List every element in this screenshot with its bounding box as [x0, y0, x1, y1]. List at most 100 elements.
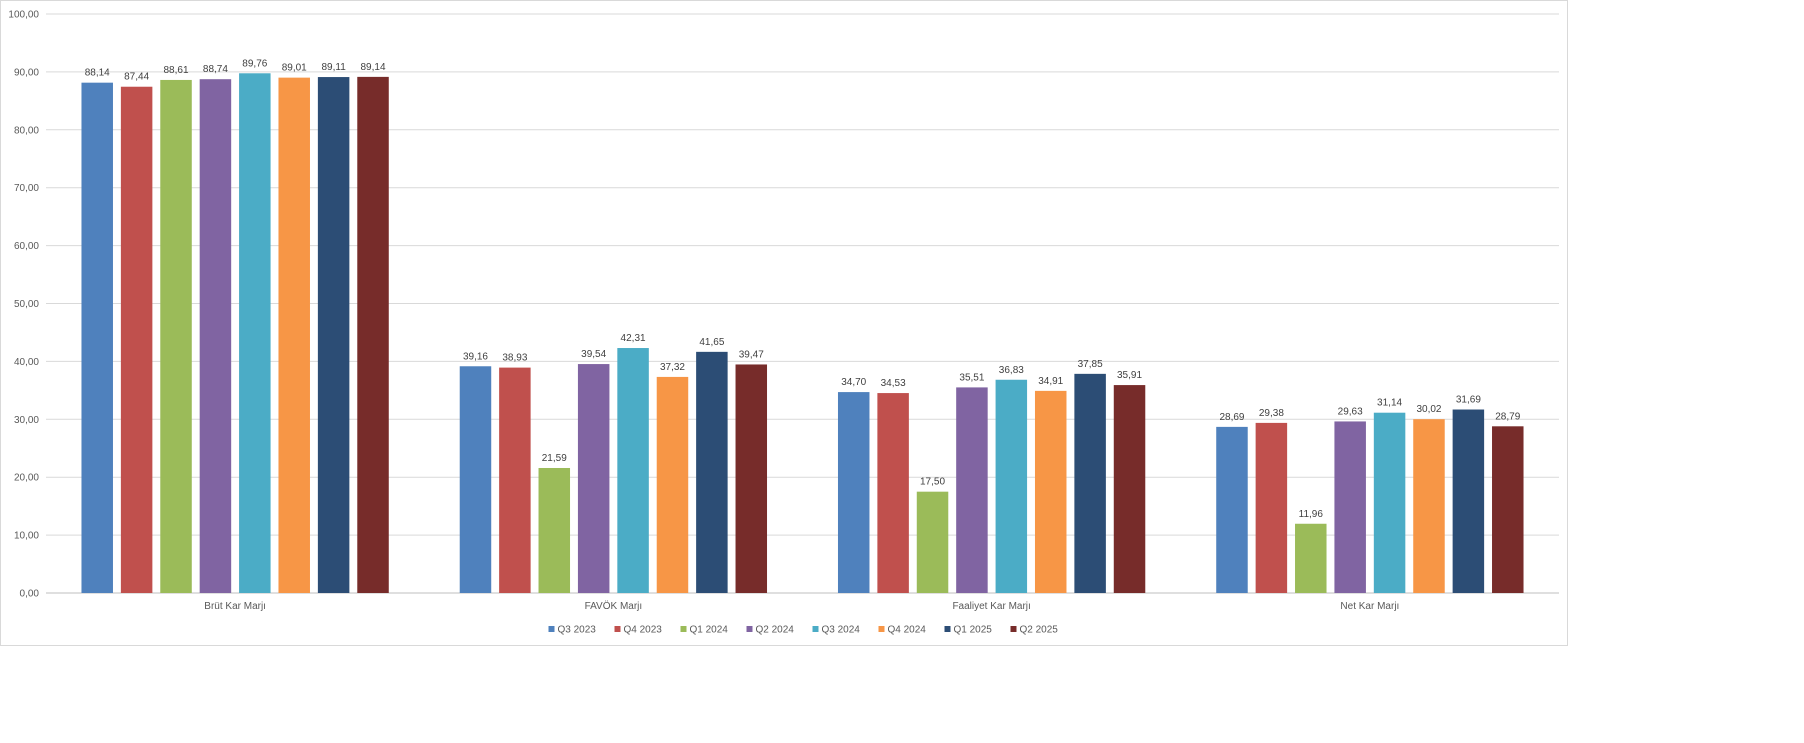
data-label: 21,59	[542, 453, 567, 464]
bar	[995, 379, 1028, 593]
bar	[1113, 385, 1146, 593]
data-label: 29,38	[1259, 408, 1284, 419]
y-tick-label: 50,00	[14, 299, 39, 310]
bar	[538, 467, 571, 593]
data-label: 29,63	[1338, 406, 1363, 417]
legend-swatch	[812, 626, 819, 632]
legend-label: Q1 2024	[690, 625, 729, 636]
y-tick-label: 20,00	[14, 473, 39, 484]
bar	[357, 76, 389, 594]
data-label: 42,31	[621, 333, 646, 344]
data-label: 31,69	[1456, 395, 1481, 406]
data-label: 88,14	[85, 68, 110, 79]
bar	[735, 364, 768, 593]
data-label: 88,74	[203, 64, 228, 75]
data-label: 39,16	[463, 351, 488, 362]
y-tick-label: 90,00	[14, 67, 39, 78]
x-axis: Brüt Kar Marjı FAVÖK Marjı Faaliyet Kar Ma…	[204, 600, 1399, 612]
data-label: 89,11	[321, 62, 346, 73]
legend-swatch	[878, 626, 885, 632]
data-label: 89,01	[282, 63, 307, 74]
bar	[499, 367, 531, 593]
y-tick-label: 60,00	[14, 241, 39, 252]
bar	[696, 351, 728, 593]
bar	[160, 79, 192, 593]
bar	[1255, 422, 1288, 593]
data-label: 37,32	[660, 362, 685, 373]
y-tick-label: 40,00	[14, 357, 39, 368]
bar	[120, 86, 153, 593]
data-labels: 88,14 87,44 88,61 88,74 89,76 89,01 89,11 89,14…	[85, 58, 1521, 519]
bar	[916, 491, 949, 593]
data-label: 28,69	[1219, 412, 1244, 423]
bar-chart: 0,00 10,00 20,00 30,00 40,00 50,00 60,00 70,00 8…	[8, 10, 1559, 636]
category-label: Faaliyet Kar Marjı	[952, 601, 1030, 612]
data-label: 30,02	[1416, 404, 1441, 415]
bar	[317, 77, 350, 593]
bars	[81, 73, 1524, 594]
bar	[1413, 419, 1445, 593]
bar	[1216, 426, 1248, 593]
data-label: 87,44	[124, 72, 149, 83]
legend-label: Q1 2025	[954, 625, 993, 636]
category-label: Net Kar Marjı	[1340, 601, 1399, 612]
y-tick-label: 30,00	[14, 415, 39, 426]
legend-swatch	[548, 626, 555, 632]
y-tick-label: 70,00	[14, 183, 39, 194]
gridlines	[46, 13, 1559, 594]
bar	[278, 77, 310, 594]
data-label: 89,76	[242, 58, 267, 69]
data-label: 34,70	[841, 377, 866, 388]
y-tick-label: 10,00	[14, 531, 39, 542]
data-label: 31,14	[1377, 398, 1402, 409]
chart-area: 0,00 10,00 20,00 30,00 40,00 50,00 60,00 70,00 8…	[0, 0, 1568, 646]
bar	[1334, 421, 1366, 593]
legend-label: Q4 2024	[888, 625, 927, 636]
bar	[1452, 409, 1485, 593]
data-label: 88,61	[164, 65, 189, 76]
legend-swatch	[680, 626, 687, 632]
y-tick-label: 100,00	[8, 10, 39, 21]
data-label: 41,65	[699, 337, 724, 348]
category-label: Brüt Kar Marjı	[204, 601, 266, 612]
legend-label: Q2 2025	[1020, 625, 1059, 636]
y-tick-label: 80,00	[14, 125, 39, 136]
data-label: 34,53	[881, 378, 906, 389]
data-label: 17,50	[920, 477, 945, 488]
data-label: 89,14	[361, 62, 386, 73]
legend-swatch	[746, 626, 753, 632]
legend-label: Q2 2024	[756, 625, 795, 636]
legend-swatch	[1010, 626, 1017, 632]
bar	[239, 73, 271, 593]
bar	[1373, 412, 1406, 593]
y-axis: 0,00 10,00 20,00 30,00 40,00 50,00 60,00 70,00 8…	[8, 10, 39, 600]
bar	[656, 376, 689, 593]
data-label: 37,85	[1078, 359, 1103, 370]
legend: Q3 2023 Q4 2023 Q1 2024 Q2 2024 Q3 2024 Q4 20…	[548, 625, 1059, 636]
data-label: 11,96	[1299, 509, 1324, 520]
bar	[956, 387, 988, 593]
bar	[1492, 426, 1524, 593]
data-label: 34,91	[1038, 376, 1063, 387]
bar	[199, 79, 232, 594]
bar	[459, 366, 492, 593]
bar	[81, 82, 113, 593]
data-label: 28,79	[1495, 411, 1520, 422]
data-label: 39,54	[581, 349, 606, 360]
legend-swatch	[944, 626, 951, 632]
data-label: 38,93	[502, 353, 527, 364]
data-label: 36,83	[999, 365, 1024, 376]
y-tick-label: 0,00	[20, 589, 40, 600]
bar	[1034, 390, 1067, 593]
bar	[1295, 523, 1327, 593]
bar	[837, 392, 870, 593]
legend-label: Q3 2024	[822, 625, 861, 636]
bar	[877, 393, 909, 593]
category-label: FAVÖK Marjı	[585, 600, 643, 612]
bar	[617, 348, 649, 593]
data-label: 35,51	[959, 372, 984, 383]
legend-swatch	[614, 626, 621, 632]
data-label: 39,47	[739, 349, 764, 360]
legend-label: Q3 2023	[558, 625, 597, 636]
legend-label: Q4 2023	[624, 625, 663, 636]
